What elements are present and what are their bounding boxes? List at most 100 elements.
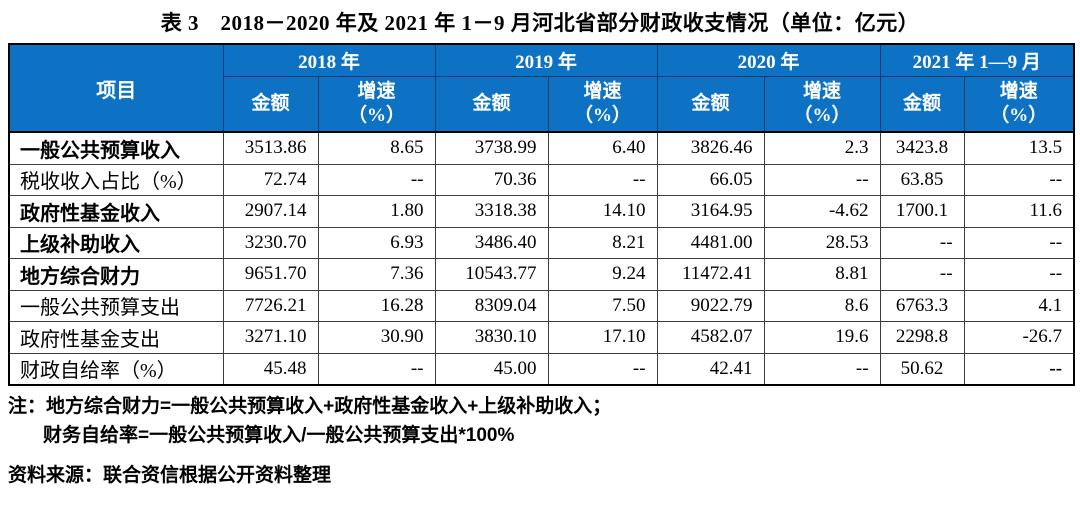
data-source: 资料来源：联合资信根据公开资料整理 (8, 465, 332, 486)
value-cell: 70.36 (434, 163, 549, 196)
value-cell: 30.90 (317, 321, 436, 354)
document-page: 表 3 2018－2020 年及 2021 年 1－9 月河北省部分财政收支情况… (0, 7, 1080, 508)
value-cell: -- (763, 352, 881, 386)
value-cell: 7.50 (547, 289, 658, 322)
growth-label-line1: 增速 (583, 81, 622, 102)
value-cell: -- (963, 163, 1075, 196)
value-cell: 9651.70 (222, 258, 319, 291)
row-label: 上级补助收入 (8, 226, 224, 259)
table-row: 税收收入占比（%） 72.74 -- 70.36 -- 66.05 -- 63.… (8, 163, 1075, 196)
table-row: 上级补助收入 3230.70 6.93 3486.40 8.21 4481.00… (8, 226, 1075, 259)
value-cell: 9.24 (547, 258, 658, 291)
subheader-growth: 增速 （%） (547, 76, 658, 133)
value-cell: -26.7 (963, 321, 1075, 354)
value-cell: 8.6 (763, 289, 881, 322)
value-cell: 11.6 (963, 195, 1075, 228)
table-row: 一般公共预算支出 7726.21 16.28 8309.04 7.50 9022… (8, 289, 1075, 322)
value-cell: 7726.21 (222, 289, 319, 322)
value-cell: 8309.04 (434, 289, 549, 322)
value-cell: 16.28 (317, 289, 436, 322)
row-label: 一般公共预算收入 (8, 131, 224, 165)
value-cell: 17.10 (547, 321, 658, 354)
value-cell: 8.65 (317, 131, 436, 165)
row-label: 政府性基金收入 (8, 195, 224, 228)
year-header-2018: 2018 年 (222, 43, 436, 77)
value-cell: 66.05 (656, 163, 765, 196)
value-cell: 7.36 (317, 258, 436, 291)
subheader-amount: 金额 (879, 76, 965, 133)
table-row: 政府性基金收入 2907.14 1.80 3318.38 14.10 3164.… (8, 195, 1075, 228)
year-header-2019: 2019 年 (434, 43, 658, 77)
value-cell: -- (879, 258, 965, 291)
value-cell: 11472.41 (656, 258, 765, 291)
value-cell: 50.62 (879, 352, 965, 386)
value-cell: -- (317, 163, 436, 196)
value-cell: 1700.1 (879, 195, 965, 228)
growth-label-line1: 增速 (999, 81, 1038, 102)
value-cell: 8.21 (547, 226, 658, 259)
value-cell: 3486.40 (434, 226, 549, 259)
growth-label-line1: 增速 (357, 81, 396, 102)
table-title: 表 3 2018－2020 年及 2021 年 1－9 月河北省部分财政收支情况… (160, 11, 920, 35)
footnotes: 注：地方综合财力=一般公共预算收入+政府性基金收入+上级补助收入； 财务自给率=… (8, 392, 1080, 490)
year-header-2020: 2020 年 (656, 43, 881, 77)
value-cell: -4.62 (763, 195, 881, 228)
value-cell: 4481.00 (656, 226, 765, 259)
value-cell: 1.80 (317, 195, 436, 228)
growth-label-line2: （%） (793, 105, 851, 126)
value-cell: -- (547, 163, 658, 196)
value-cell: 6.93 (317, 226, 436, 259)
fiscal-table: 项目 2018 年 2019 年 2020 年 2021 年 1—9 月 金额 … (8, 43, 1076, 386)
row-label: 地方综合财力 (8, 258, 224, 291)
value-cell: 63.85 (879, 163, 965, 196)
table-row: 财政自给率（%） 45.48 -- 45.00 -- 42.41 -- 50.6… (8, 352, 1075, 386)
value-cell: -- (763, 163, 881, 196)
note-line-1: 注：地方综合财力=一般公共预算收入+政府性基金收入+上级补助收入； (8, 396, 612, 417)
value-cell: 3230.70 (222, 226, 319, 259)
value-cell: -- (963, 226, 1075, 259)
row-label: 税收收入占比（%） (8, 163, 224, 196)
value-cell: 6.40 (547, 131, 658, 165)
row-label: 政府性基金支出 (8, 321, 224, 354)
value-cell: 3826.46 (656, 131, 765, 165)
value-cell: 9022.79 (656, 289, 765, 322)
growth-label-line2: （%） (574, 105, 632, 126)
value-cell: 2.3 (763, 131, 881, 165)
row-label: 一般公共预算支出 (8, 289, 224, 322)
year-header-2021: 2021 年 1—9 月 (879, 43, 1075, 77)
subheader-growth: 增速 （%） (317, 76, 436, 133)
value-cell: 42.41 (656, 352, 765, 386)
value-cell: -- (963, 352, 1075, 386)
value-cell: 3318.38 (434, 195, 549, 228)
table-row: 地方综合财力 9651.70 7.36 10543.77 9.24 11472.… (8, 258, 1075, 291)
value-cell: 6763.3 (879, 289, 965, 322)
subheader-growth: 增速 （%） (963, 76, 1075, 133)
row-label: 财政自给率（%） (8, 352, 224, 386)
value-cell: -- (547, 352, 658, 386)
table-header: 项目 2018 年 2019 年 2020 年 2021 年 1—9 月 金额 … (8, 43, 1075, 133)
value-cell: 45.48 (222, 352, 319, 386)
value-cell: 3738.99 (434, 131, 549, 165)
corner-header-item: 项目 (8, 43, 224, 133)
value-cell: 4582.07 (656, 321, 765, 354)
value-cell: -- (879, 226, 965, 259)
value-cell: 3423.8 (879, 131, 965, 165)
subheader-amount: 金额 (656, 76, 765, 133)
growth-label-line2: （%） (990, 105, 1048, 126)
table-row: 一般公共预算收入 3513.86 8.65 3738.99 6.40 3826.… (8, 131, 1075, 165)
subheader-amount: 金额 (222, 76, 319, 133)
value-cell: -- (963, 258, 1075, 291)
value-cell: 3164.95 (656, 195, 765, 228)
value-cell: 3830.10 (434, 321, 549, 354)
growth-label-line1: 增速 (803, 81, 842, 102)
value-cell: 4.1 (963, 289, 1075, 322)
header-sub-row: 金额 增速 （%） 金额 增速 （%） 金额 增速 （%） 金额 增速 （%） (9, 76, 1075, 133)
value-cell: 2907.14 (222, 195, 319, 228)
value-cell: 3271.10 (222, 321, 319, 354)
value-cell: 14.10 (547, 195, 658, 228)
value-cell: 72.74 (222, 163, 319, 196)
table-body: 一般公共预算收入 3513.86 8.65 3738.99 6.40 3826.… (8, 131, 1075, 386)
table-row: 政府性基金支出 3271.10 30.90 3830.10 17.10 4582… (8, 321, 1075, 354)
value-cell: 8.81 (763, 258, 881, 291)
value-cell: -- (317, 352, 436, 386)
